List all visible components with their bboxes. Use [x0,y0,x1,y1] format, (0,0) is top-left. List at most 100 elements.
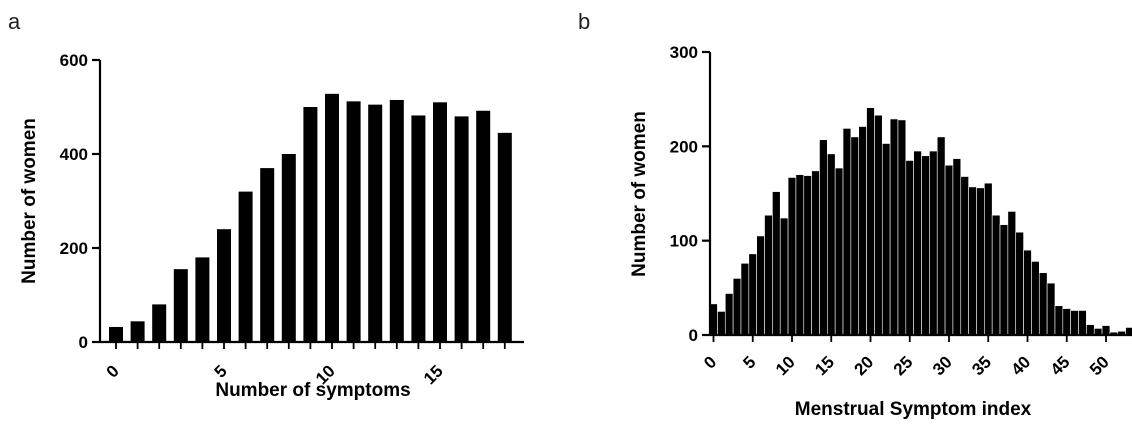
y-tick-label-a-2: 400 [60,145,88,164]
x-tick-label-b-8: 40 [1008,352,1035,379]
bar-b-46 [1070,310,1079,336]
x-axis-title-a: Number of symptoms [215,380,410,401]
bar-b-39 [1015,231,1024,336]
y-tick-label-b-0: 0 [689,326,698,345]
bar-b-25 [905,160,914,336]
bar-b-5 [748,253,757,336]
x-tick-label-b-0: 0 [700,352,720,372]
bar-b-17 [842,128,852,336]
bar-b-34 [976,187,985,336]
bar-a-7 [260,168,275,342]
x-tick-label-b-2: 10 [772,352,799,379]
bar-b-22 [881,143,891,336]
bar-a-3 [173,269,188,342]
y-tick-label-b-3: 300 [670,43,698,62]
y-tick-label-b-2: 200 [670,137,698,156]
bar-b-18 [850,136,860,336]
bar-b-8 [772,191,781,336]
panel-label-a: a [8,9,21,34]
bar-b-13 [811,170,820,336]
bar-b-29 [936,136,946,336]
bar-b-23 [889,118,899,336]
bar-a-0 [109,326,123,342]
bar-b-47 [1078,310,1087,336]
y-tick-label-a-0: 0 [79,333,88,352]
bar-b-48 [1086,324,1095,336]
x-axis-title-b: Menstrual Symptom index [795,399,1032,420]
bar-a-16 [454,116,469,343]
bar-a-13 [389,99,404,342]
panel-label-b: b [578,9,590,34]
bar-b-21 [874,114,883,336]
y-tick-label-b-1: 100 [670,232,698,251]
bar-a-12 [368,104,383,343]
bar-b-50 [1101,325,1111,336]
bar-b-27 [921,155,930,336]
bar-b-40 [1023,249,1032,336]
bar-b-10 [787,177,797,336]
bar-b-31 [952,158,962,336]
x-tick-label-b-3: 15 [811,352,838,379]
bar-a-6 [238,191,253,342]
bar-b-14 [819,139,828,336]
bar-b-38 [1007,211,1017,336]
x-tick-label-b-6: 30 [929,352,956,379]
x-tick-label-b-4: 20 [851,352,878,379]
bar-a-1 [130,321,145,342]
x-tick-label-b-5: 25 [890,352,917,379]
bar-b-37 [999,224,1009,336]
y-axis-title-b: Number of women [629,111,650,277]
bar-b-35 [984,182,993,336]
x-tick-label-b-1: 5 [739,352,759,372]
bar-a-8 [281,154,296,342]
bar-a-18 [497,132,512,342]
bar-b-42 [1038,272,1048,336]
bar-b-53 [1125,327,1132,336]
x-tick-label-a-1: 5 [211,361,231,381]
bar-b-33 [968,186,977,336]
y-tick-label-a-1: 200 [60,239,88,258]
bar-b-4 [740,263,750,336]
x-tick-label-b-9: 45 [1047,352,1074,379]
bar-b-16 [834,167,844,336]
bar-a-11 [346,101,361,342]
x-tick-label-b-7: 35 [968,352,995,379]
y-tick-label-a-3: 600 [60,51,88,70]
bar-b-41 [1031,261,1040,336]
bar-a-9 [303,107,318,342]
bar-b-7 [764,214,773,336]
bar-a-2 [152,304,167,342]
x-tick-label-a-3: 15 [420,361,447,388]
bar-a-17 [476,110,491,342]
bar-b-15 [827,153,836,336]
bar-a-4 [195,257,210,342]
bar-a-14 [411,115,426,343]
x-tick-label-b-10: 50 [1086,352,1113,379]
bar-a-10 [325,93,339,342]
bar-b-45 [1062,308,1071,336]
bar-b-43 [1046,282,1056,336]
bar-b-24 [897,119,907,336]
bar-b-20 [866,107,875,336]
bar-b-32 [960,176,969,336]
bar-b-11 [795,174,805,336]
bar-b-26 [913,150,922,336]
bar-b-6 [756,235,765,336]
bar-a-15 [433,102,447,342]
bar-b-36 [991,214,1001,336]
bar-b-3 [732,278,742,336]
bar-b-28 [929,150,938,336]
bar-b-1 [717,311,726,336]
bar-b-12 [803,175,812,336]
bar-b-9 [779,217,789,336]
bar-b-44 [1054,305,1064,336]
y-axis-title-a: Number of women [19,118,40,284]
bar-b-19 [858,126,867,336]
bar-a-5 [217,229,231,342]
bar-b-30 [944,164,954,336]
bar-b-2 [724,293,734,336]
x-tick-label-a-0: 0 [103,361,123,381]
